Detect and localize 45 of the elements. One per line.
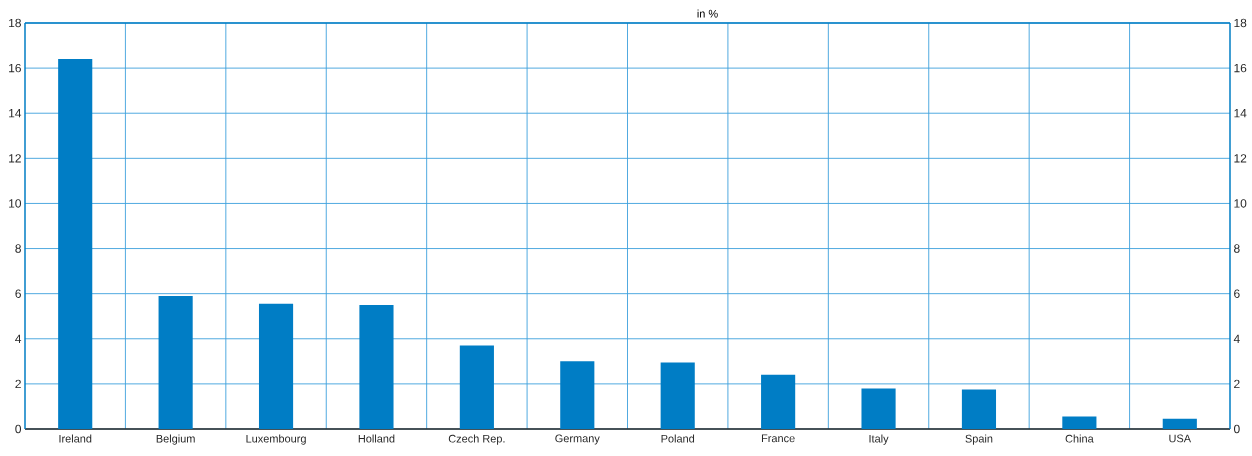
y2-tick-label: 18 <box>1234 18 1247 28</box>
y2-tick-label: 16 <box>1234 63 1247 73</box>
chart-subtitle: in % <box>697 9 718 18</box>
bar <box>459 345 494 429</box>
y-tick-label: 0 <box>15 424 22 434</box>
y2-tick-label: 6 <box>1234 289 1240 298</box>
x-tick-label: France <box>761 434 795 443</box>
x-tick-label: Italy <box>869 434 889 445</box>
bar <box>1162 418 1197 429</box>
y2-tick-label: 0 <box>1233 424 1240 434</box>
y-tick-label: 4 <box>15 334 22 343</box>
y2-tick-label: 10 <box>1234 199 1247 208</box>
bar <box>560 361 595 429</box>
y-tick-label: 8 <box>15 244 21 253</box>
y-tick-label: 18 <box>9 18 21 28</box>
bar <box>1062 416 1097 429</box>
bar <box>761 374 796 429</box>
y2-tick-label: 12 <box>1234 154 1247 163</box>
y-tick-label: 14 <box>9 109 22 118</box>
y2-tick-label: 2 <box>1234 379 1240 389</box>
x-tick-label: Czech Rep. <box>448 434 505 445</box>
x-tick-label: Poland <box>661 434 695 443</box>
x-tick-label: Holland <box>358 434 395 443</box>
y-tick-label: 12 <box>9 154 21 163</box>
x-tick-label: Belgium <box>156 434 195 445</box>
bar <box>258 303 294 429</box>
x-tick-label: Germany <box>555 434 600 445</box>
y2-tick-label: 4 <box>1233 334 1240 343</box>
x-tick-label: Spain <box>965 434 993 445</box>
y-tick-label: 6 <box>15 289 21 298</box>
x-tick-label: Luxembourg <box>246 434 306 445</box>
x-tick-label: USA <box>1169 434 1192 443</box>
y2-tick-label: 8 <box>1234 244 1240 253</box>
y2-tick-label: 14 <box>1234 109 1247 118</box>
bar <box>158 295 193 429</box>
bar <box>660 362 695 429</box>
bar <box>861 388 896 429</box>
y-tick-label: 2 <box>15 379 21 389</box>
x-tick-label: Ireland <box>59 434 92 443</box>
y-tick-label: 10 <box>9 199 22 208</box>
bar <box>359 304 394 429</box>
x-tick-label: China <box>1065 434 1094 443</box>
bar <box>58 59 93 429</box>
y-tick-label: 16 <box>9 63 21 73</box>
bar <box>961 389 997 429</box>
